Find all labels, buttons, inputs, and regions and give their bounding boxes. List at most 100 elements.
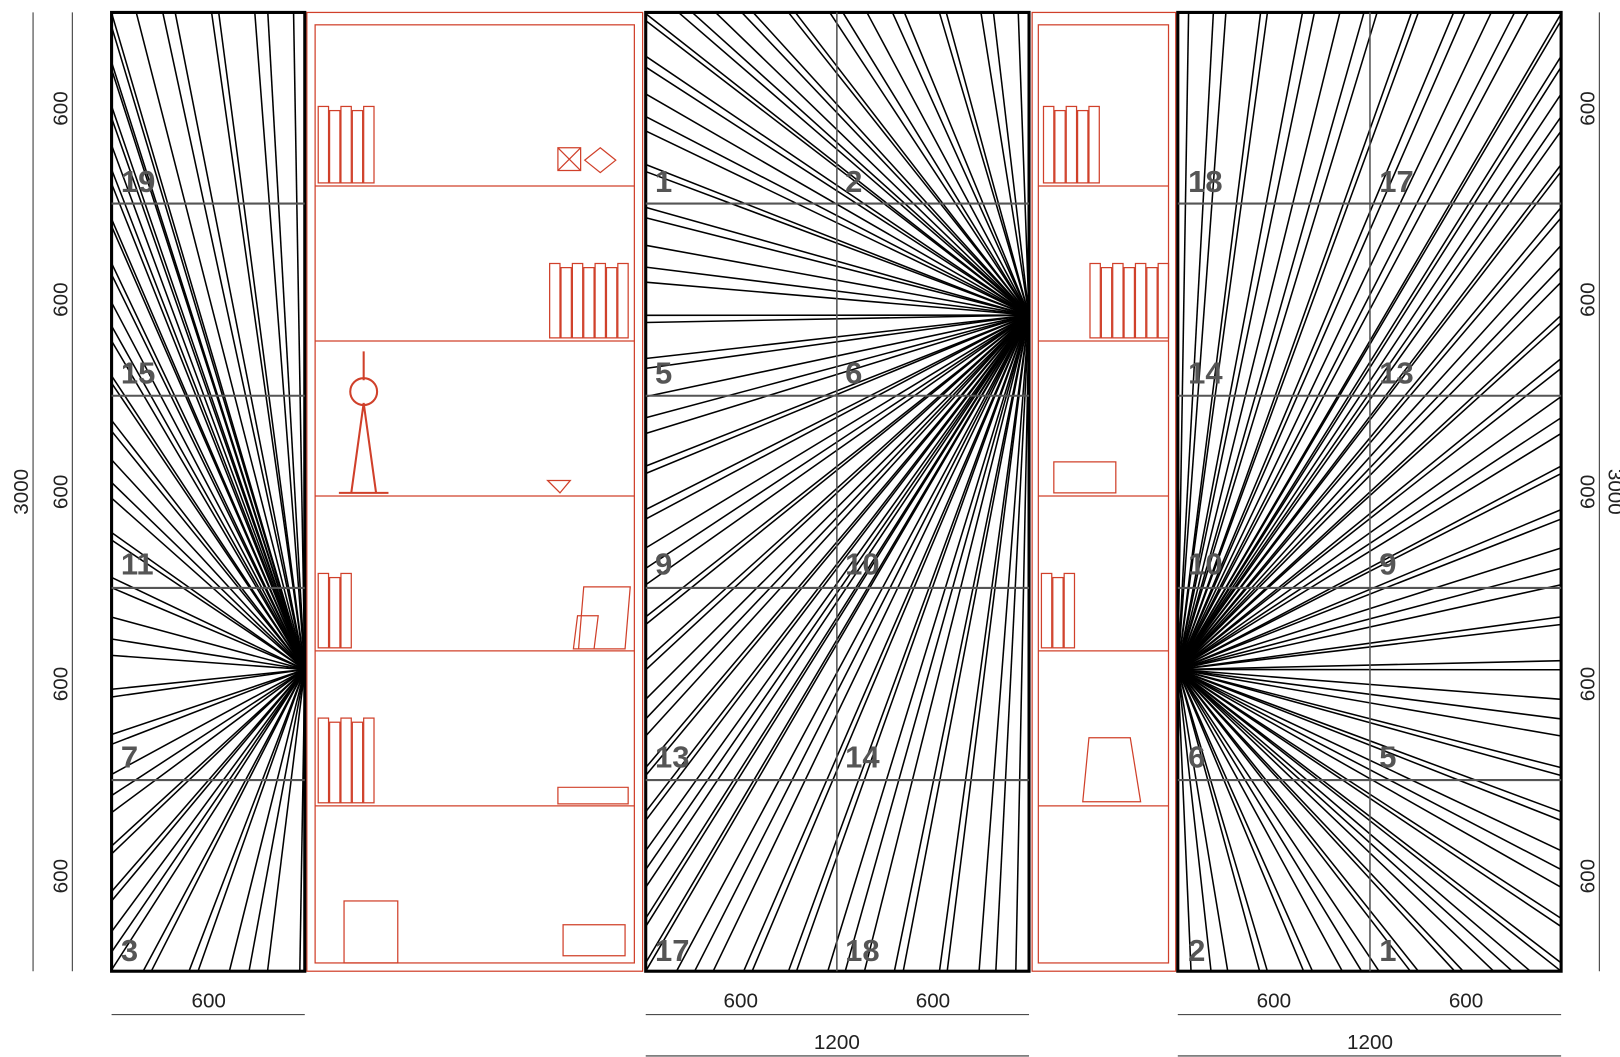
fan-line [1177, 12, 1492, 670]
panel-number: 2 [845, 164, 862, 199]
fan-line [142, 669, 306, 972]
dim-label: 600 [49, 667, 72, 701]
panel-number: 11 [121, 546, 154, 581]
book [1063, 572, 1076, 649]
panel-number: 13 [655, 740, 689, 775]
fan-line [197, 669, 306, 972]
fan-line [1177, 669, 1344, 972]
panel-divider [836, 12, 1371, 972]
sculpture [338, 351, 389, 494]
fan-line [1177, 668, 1464, 972]
fan-line [1177, 668, 1495, 972]
book [1065, 105, 1078, 184]
fan-line [111, 586, 306, 671]
bookcase-inner [1037, 24, 1170, 964]
dim-total: 3000 [1603, 469, 1620, 515]
book [340, 572, 352, 649]
book [1054, 109, 1066, 184]
book [340, 717, 352, 804]
fan-line [110, 382, 306, 670]
fan-line [110, 262, 306, 670]
fan-line [675, 314, 1030, 972]
fan-line [111, 531, 306, 671]
fan-line [110, 669, 306, 933]
fan-line [1177, 12, 1262, 670]
dim-label: 600 [49, 282, 72, 316]
fan-line [794, 11, 1030, 316]
fan-line [1177, 669, 1192, 972]
fan-line [1177, 669, 1456, 972]
fan-line [1177, 12, 1455, 670]
fan-line [741, 11, 1030, 316]
fan-line [1177, 12, 1516, 670]
panel-number: 9 [1379, 546, 1396, 581]
fan-line [903, 12, 1030, 316]
fan-line [110, 325, 306, 670]
dim-label: 600 [1576, 667, 1599, 701]
fan-line [995, 315, 1030, 972]
book [1123, 267, 1136, 339]
book [1088, 105, 1100, 184]
panel-number: 17 [655, 933, 689, 968]
book [317, 717, 330, 804]
dim-label: 600 [1449, 990, 1483, 1013]
dim-label: 600 [191, 990, 225, 1013]
frame [1082, 737, 1142, 803]
fan-line [1015, 315, 1030, 972]
fan-line [1177, 12, 1227, 670]
fan-line [1177, 12, 1466, 670]
panel-number: 13 [1379, 355, 1413, 390]
book [560, 267, 572, 339]
fan-line [866, 12, 1030, 316]
fan-line [1177, 12, 1413, 670]
dim-label: 600 [1576, 91, 1599, 125]
fan-line [863, 314, 1030, 972]
fan-line [795, 314, 1030, 972]
fan-line [150, 669, 306, 972]
panel-number: 7 [121, 740, 138, 775]
fan-line [891, 12, 1030, 316]
dim-label: 600 [49, 475, 72, 509]
fan-line [893, 314, 1030, 972]
fan-line [1177, 669, 1411, 972]
fan-line [1177, 669, 1229, 972]
fan-line [787, 11, 1030, 316]
book [1052, 576, 1064, 649]
fan-line [110, 144, 306, 670]
fan-line [110, 26, 306, 670]
panel-number: 17 [1379, 164, 1413, 199]
ornament [546, 479, 572, 494]
fan-line [1177, 669, 1269, 972]
fan-line [111, 654, 305, 671]
fan-line [1177, 669, 1363, 972]
fan-line [1177, 12, 1316, 670]
fan-line [111, 668, 306, 746]
fan-line [111, 459, 306, 671]
dim-label: 600 [49, 91, 72, 125]
fan-line [978, 315, 1030, 972]
panel-number: 1 [655, 164, 672, 199]
fan-line [1177, 12, 1341, 670]
fan-line [902, 315, 1030, 972]
book [363, 105, 375, 184]
dim-total: 1200 [1347, 1031, 1393, 1054]
fan-line [162, 12, 306, 670]
fan-line [742, 314, 1030, 972]
fan-line [111, 668, 306, 855]
fan-line [210, 12, 306, 670]
fan-line [110, 69, 306, 670]
fan-line [254, 12, 306, 670]
fan-line [248, 669, 306, 972]
panels [110, 10, 1563, 973]
bookcase-frame [1031, 11, 1177, 972]
fan-line [946, 315, 1030, 972]
panel-number: 1 [1379, 933, 1396, 968]
fan-line [1177, 669, 1261, 972]
fan-line [1177, 12, 1190, 670]
dim-label: 600 [724, 990, 758, 1013]
dim-label: 600 [1576, 859, 1599, 893]
fan-line [110, 669, 306, 902]
fan-line [1177, 12, 1530, 670]
fan-line [228, 669, 306, 972]
